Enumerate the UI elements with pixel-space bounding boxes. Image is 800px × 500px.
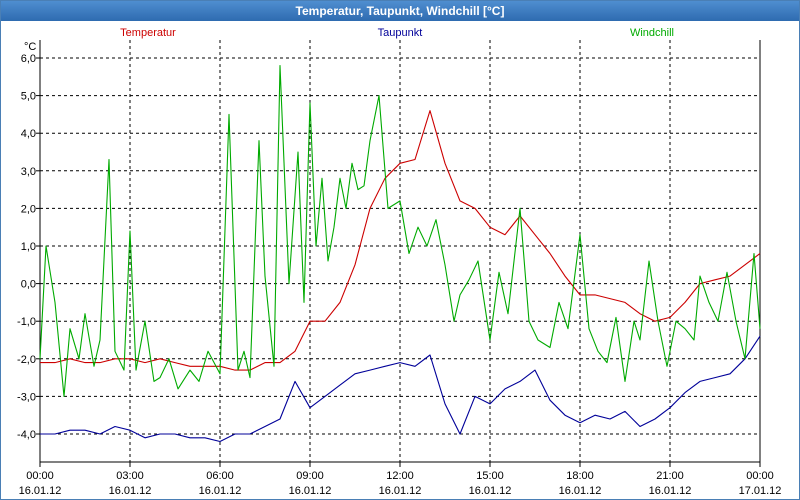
x-tick-date: 17.01.12 [739,485,782,497]
x-tick-date: 16.01.12 [19,485,62,497]
y-tick-label: 2,0 [21,203,36,215]
x-tick-time: 06:00 [206,470,234,482]
x-tick-time: 21:00 [656,470,684,482]
x-tick-date: 16.01.12 [469,485,512,497]
y-tick-label: -2,0 [17,354,36,366]
y-axis-unit: °C [24,41,36,53]
series-line-temperatur [40,110,761,371]
x-tick-date: 16.01.12 [109,485,152,497]
x-tick-date: 16.01.12 [649,485,692,497]
series-line-windchill [39,64,761,397]
x-tick-date: 16.01.12 [379,485,422,497]
legend-temperatur: Temperatur [120,27,176,39]
x-tick-time: 09:00 [296,470,324,482]
y-tick-label: 5,0 [21,91,36,103]
x-tick-date: 16.01.12 [289,485,332,497]
x-tick-time: 00:00 [26,470,54,482]
x-tick-time: 03:00 [116,470,144,482]
window-title: Temperatur, Taupunkt, Windchill [°C] [1,1,799,21]
y-tick-label: 4,0 [21,128,36,140]
y-tick-label: -4,0 [17,429,36,441]
series-line-taupunkt [40,335,761,443]
y-tick-label: 0,0 [21,279,36,291]
x-tick-time: 18:00 [566,470,594,482]
x-tick-time: 00:00 [746,470,774,482]
legend-taupunkt: Taupunkt [378,27,423,39]
y-tick-label: 3,0 [21,166,36,178]
y-tick-label: -3,0 [17,391,36,403]
x-tick-time: 12:00 [386,470,414,482]
x-tick-time: 15:00 [476,470,504,482]
x-tick-date: 16.01.12 [559,485,602,497]
y-tick-label: 6,0 [21,53,36,65]
y-tick-label: -1,0 [17,316,36,328]
y-tick-label: 1,0 [21,241,36,253]
x-tick-date: 16.01.12 [199,485,242,497]
legend-windchill: Windchill [630,27,674,39]
